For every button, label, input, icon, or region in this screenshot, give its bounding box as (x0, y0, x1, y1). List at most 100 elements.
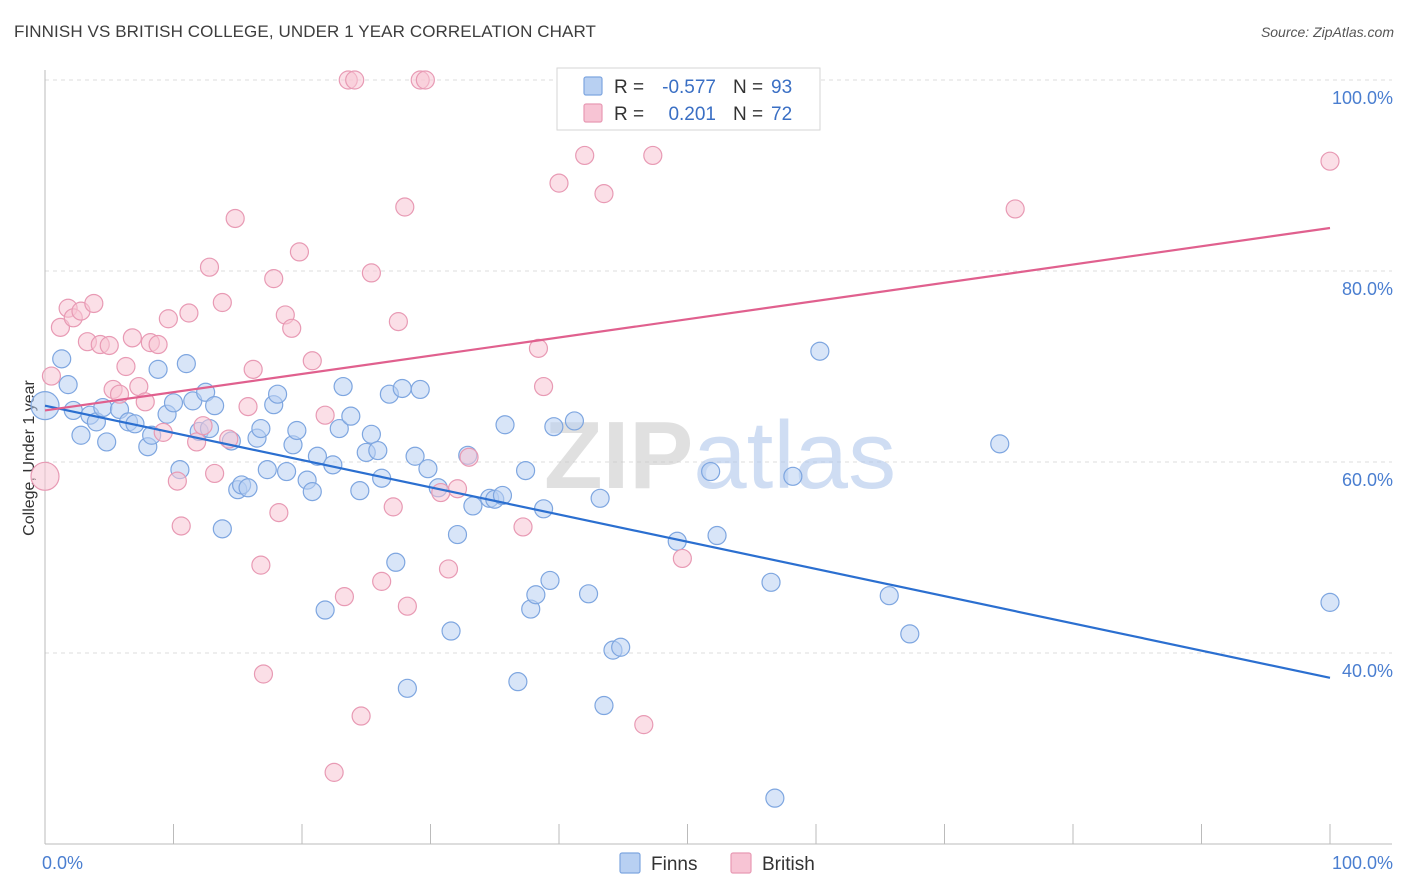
british-point (459, 447, 479, 467)
trend-lines (44, 226, 1331, 679)
finns-point (492, 485, 513, 506)
finns-point (515, 460, 536, 481)
finns-point (386, 552, 406, 572)
legend-n-value: 93 (771, 77, 792, 98)
finns-point (810, 341, 830, 361)
finns-point (97, 432, 117, 452)
british-bottom-swatch (730, 852, 752, 874)
british-point (1320, 151, 1340, 171)
finns-point (783, 466, 803, 486)
chart-title: FINNISH VS BRITISH COLLEGE, UNDER 1 YEAR… (14, 22, 597, 41)
british-point (243, 359, 263, 379)
british-point (116, 356, 136, 377)
finns-point (71, 425, 91, 445)
finns-point (205, 396, 225, 416)
british-point (438, 559, 459, 579)
finns-point (564, 411, 585, 431)
british-point (372, 571, 392, 591)
british-point (383, 497, 403, 517)
british-point (388, 312, 408, 332)
british-point (324, 762, 344, 782)
british-point (634, 715, 654, 735)
legend-n-label: N = (733, 77, 763, 98)
british-point (1005, 199, 1025, 219)
british-point (282, 318, 302, 338)
legend-box: R = -0.577 N = 93 R = 0.201 N = 72 (556, 67, 821, 131)
british-point (672, 548, 692, 569)
finns-point (302, 482, 322, 502)
source-label: Source: ZipAtlas.com (1260, 24, 1394, 40)
british-point (212, 292, 232, 313)
y-axis-label: College, Under 1 year (21, 380, 38, 536)
finns-point (590, 488, 610, 508)
british-point (205, 463, 225, 484)
british-point (575, 145, 595, 166)
british-point (238, 397, 258, 417)
british-point (345, 70, 365, 90)
y-tick-label: 100.0% (1332, 88, 1393, 108)
british-point (99, 335, 119, 356)
bottom-legend: Finns British (619, 852, 815, 875)
british-point (30, 461, 60, 491)
finns-point (212, 519, 232, 539)
bottom-legend-label: Finns (651, 854, 697, 875)
finns-point (257, 460, 277, 480)
finns-point (508, 672, 528, 692)
watermark-atlas: atlas (693, 402, 896, 509)
finns-point (368, 440, 388, 461)
british-point (158, 309, 178, 329)
finns-point (707, 525, 727, 546)
british-point (315, 405, 335, 425)
british-point (533, 376, 554, 397)
x-tick-label: 100.0% (1332, 853, 1393, 873)
legend-r-value: 0.201 (668, 104, 716, 125)
british-point (351, 706, 371, 726)
legend-n-label: N = (733, 104, 763, 125)
bottom-legend-label: British (762, 854, 815, 875)
british-point (269, 503, 289, 523)
finns-point (333, 376, 353, 397)
finns-point (540, 570, 560, 591)
british-point (193, 416, 213, 436)
axes (44, 70, 1392, 845)
british-legend-swatch (583, 103, 603, 123)
finns-point (410, 379, 430, 400)
british-point (199, 257, 220, 277)
finns-point (879, 586, 899, 606)
british-point (41, 366, 62, 386)
finns-point (163, 393, 184, 413)
finns-point (350, 481, 370, 501)
finns-point (533, 499, 554, 519)
british-points (30, 70, 1340, 782)
finns-point (900, 624, 920, 644)
finns-point (495, 415, 515, 435)
finns-point (544, 417, 564, 437)
british-point (431, 482, 451, 503)
finns-point (765, 788, 785, 808)
legend-r-label: R = (614, 104, 644, 125)
british-point (264, 269, 284, 289)
finns-point (361, 424, 381, 444)
british-point (643, 145, 663, 166)
finns-point (418, 459, 438, 479)
finns-bottom-swatch (619, 852, 641, 874)
finns-point (578, 584, 599, 604)
finns-point (397, 678, 417, 698)
finns-point (307, 446, 328, 466)
finns-point (594, 695, 614, 716)
british-point (251, 555, 271, 575)
finns-point (52, 349, 72, 369)
finns-point (701, 461, 721, 482)
finns-point (441, 621, 461, 641)
british-point (167, 471, 187, 491)
finns-point (447, 524, 468, 545)
finns-point (1320, 592, 1340, 612)
finns-point (990, 434, 1010, 454)
british-point (253, 664, 274, 684)
y-tick-label: 80.0% (1342, 279, 1393, 299)
x-tick-label: 0.0% (42, 853, 83, 873)
finns-point (611, 637, 631, 657)
british-point (549, 173, 569, 193)
british-point (397, 596, 417, 616)
